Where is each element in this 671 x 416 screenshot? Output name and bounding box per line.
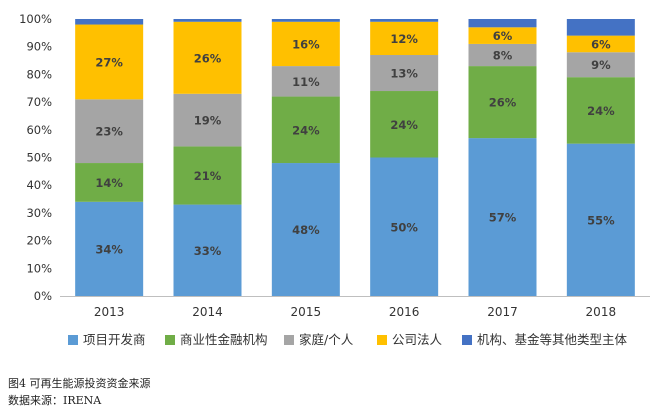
bar-segment [370,157,439,296]
legend-label: 家庭/个人 [299,332,354,347]
bar-segment [468,27,537,44]
bar-segment [75,201,144,296]
bar-segment [566,19,635,36]
bar-segment [173,204,242,296]
data-label: 8% [493,49,513,63]
data-label: 48% [292,223,320,237]
bar-segment [370,91,439,158]
data-label: 55% [587,213,615,227]
data-label: 24% [587,104,615,118]
legend-swatch [462,335,472,345]
bar-segment [173,146,242,205]
x-tick-label: 2015 [291,305,322,319]
y-tick-label: 10% [26,261,52,275]
data-label: 23% [95,125,123,139]
y-tick-label: 70% [26,95,52,109]
y-tick-label: 20% [26,234,52,248]
data-label: 26% [489,96,517,110]
data-label: 13% [390,67,418,81]
legend-label: 商业性金融机构 [180,332,268,347]
bar-segment [566,143,635,296]
x-tick-label: 2014 [192,305,223,319]
bar-segment [173,21,242,94]
bar-segment [271,21,340,67]
bar-segment [271,19,340,22]
data-label: 16% [292,37,320,51]
bar-segment [468,19,537,28]
bar-segment [271,96,340,164]
data-label: 9% [591,58,611,72]
legend-swatch [377,335,387,345]
data-label: 11% [292,75,320,89]
figure-caption: 图4 可再生能源投资资金来源 [8,377,151,390]
data-label: 14% [95,176,123,190]
data-label: 12% [390,32,418,46]
x-tick-label: 2018 [586,305,617,319]
bar-segment [468,66,537,139]
y-tick-label: 0% [34,289,52,303]
data-label: 26% [194,51,222,65]
data-label: 6% [591,37,611,51]
bar-segment [566,35,635,53]
bar-segment [75,19,144,25]
bar-segment [271,163,340,296]
legend-swatch [165,335,175,345]
data-label: 21% [194,169,222,183]
y-tick-label: 100% [19,12,52,26]
bar-segment [75,99,144,164]
bar-segment [75,163,144,202]
x-tick-label: 2013 [94,305,125,319]
data-label: 27% [95,55,123,69]
bar-segment [173,93,242,147]
bar-segment [566,52,635,78]
bar-segment [370,21,439,56]
y-tick-label: 90% [26,40,52,54]
data-label: 33% [194,244,222,258]
bar-segment [468,138,537,296]
bar-segment [370,55,439,92]
legend-label: 公司法人 [392,332,443,347]
bar-segment [370,19,439,22]
bar-segment [566,77,635,144]
x-tick-label: 2016 [389,305,420,319]
data-label: 57% [489,211,517,225]
y-tick-label: 30% [26,206,52,220]
bar-segment [468,43,537,67]
data-label: 6% [493,29,513,43]
stacked-bar-chart: 0% 10% 20% 30% 40% 50% 60% 70% 80% 90% 100% 34% 14% 2… [19,12,650,347]
data-label: 24% [292,123,320,137]
y-tick-label: 50% [26,151,52,165]
bar-segment [271,66,340,97]
data-label: 24% [390,118,418,132]
x-tick-label: 2017 [487,305,518,319]
bar-segment [75,24,144,100]
data-label: 50% [390,220,418,234]
y-tick-label: 60% [26,123,52,137]
data-source-note: 数据来源：IRENA [8,394,102,407]
y-tick-label: 80% [26,67,52,81]
data-label: 34% [95,242,123,256]
y-tick-label: 40% [26,178,52,192]
legend-label: 项目开发商 [83,332,146,347]
data-label: 19% [194,114,222,128]
legend-swatch [68,335,78,345]
legend-label: 机构、基金等其他类型主体 [477,332,628,347]
legend-swatch [284,335,294,345]
bar-segment [173,19,242,22]
